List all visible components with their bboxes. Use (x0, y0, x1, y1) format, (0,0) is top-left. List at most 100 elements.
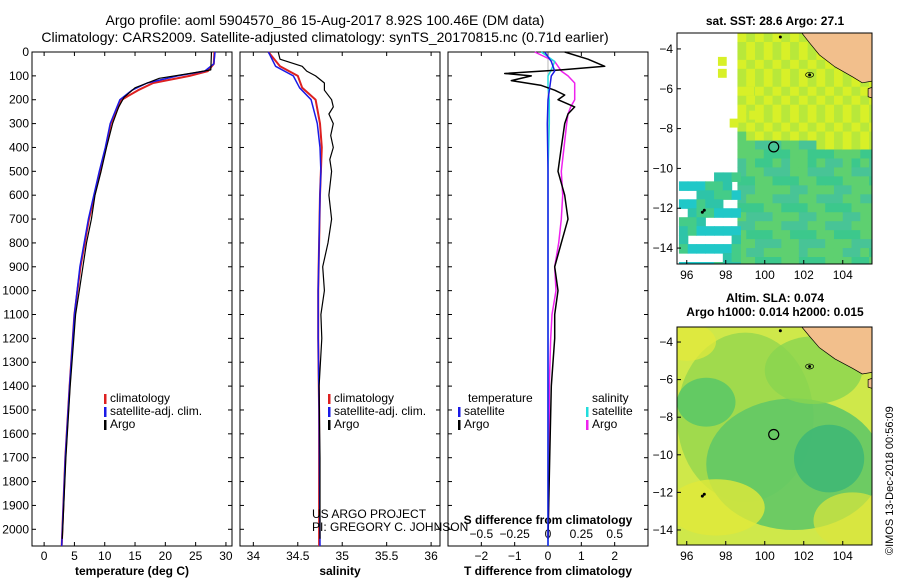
sst-cell (807, 239, 818, 249)
sst-cell (737, 113, 747, 124)
sst-cell (763, 104, 774, 115)
sst-cell (825, 104, 835, 115)
sst-cell (869, 122, 872, 133)
sst-cell (807, 248, 818, 258)
series-argo (61, 52, 212, 539)
sst-cell (851, 95, 861, 106)
sst-cell (825, 68, 835, 79)
sst-cell (816, 230, 826, 240)
x2-tick-label: −0.5 (469, 527, 493, 541)
sst-cell (731, 190, 741, 200)
sst-cell (842, 122, 853, 133)
sst-cell (860, 167, 870, 177)
y-tick-label: 500 (9, 164, 29, 178)
sst-cell (755, 33, 765, 43)
sst-cell (781, 230, 791, 240)
legend-swatch (104, 420, 107, 430)
sst-cell (807, 86, 818, 97)
sst-cell (869, 149, 872, 160)
x-tick-label: −2 (474, 549, 488, 563)
sst-cell (860, 212, 870, 222)
sst-cell (851, 230, 861, 240)
sst-cell (816, 77, 826, 88)
sst-cell (816, 104, 826, 115)
sst-cell (851, 113, 861, 124)
sst-cell (696, 244, 706, 254)
sst-cell (807, 140, 818, 151)
sst-cell (798, 77, 809, 88)
sst-cell (763, 158, 774, 169)
sst-cell (737, 50, 747, 61)
sst-cell (833, 203, 844, 213)
sst-cell (781, 140, 791, 151)
sst-cell (755, 212, 765, 222)
sst-cell (816, 131, 826, 142)
sst-cell (851, 86, 861, 97)
sst-cell (737, 248, 747, 258)
y-tick-label: 1500 (2, 403, 29, 417)
sst-cell (755, 149, 765, 160)
y-tick-label: −8 (659, 122, 673, 136)
legend-label: climatology (110, 391, 170, 405)
sst-cell (790, 176, 800, 186)
sst-cell (842, 230, 853, 240)
sst-cell (746, 167, 756, 177)
sst-cell (825, 185, 835, 195)
legend-label: Argo (334, 417, 360, 431)
legend-swatch (104, 407, 107, 417)
sst-cell (798, 212, 809, 222)
x-tick-label: 34.5 (286, 549, 310, 563)
sst-cell (763, 33, 774, 43)
sst-cell (833, 239, 844, 249)
legend-label: satellite (592, 404, 633, 418)
y-tick-label: −8 (659, 410, 673, 424)
sst-cell (851, 140, 861, 151)
x-tick-label: 1 (578, 549, 585, 563)
legend-swatch (328, 407, 331, 417)
sst-cell (749, 110, 758, 120)
sst-cell (781, 122, 791, 133)
sst-cell (833, 104, 844, 115)
sst-cell (746, 194, 756, 204)
sst-cell (790, 167, 800, 177)
x-tick-label: 20 (159, 549, 173, 563)
land-sumatra (801, 33, 872, 84)
sst-cell (746, 257, 756, 264)
sst-cell (816, 221, 826, 231)
sst-cell (842, 77, 853, 88)
sst-cell (825, 239, 835, 249)
sst-cell (798, 140, 809, 151)
sst-cell (781, 203, 791, 213)
sst-cell (737, 140, 747, 151)
sst-cell (869, 176, 872, 186)
sst-cell (737, 212, 747, 222)
sst-cell (798, 86, 809, 97)
panel-2-frame (239, 51, 441, 547)
sst-cell (851, 203, 861, 213)
sst-cell (860, 149, 870, 160)
sst-cell (781, 59, 791, 70)
sst-cell (869, 194, 872, 204)
sst-cell (869, 158, 872, 169)
sst-cell (869, 95, 872, 106)
sst-cell (798, 158, 809, 169)
series-climatology (60, 51, 216, 547)
sst-cell (833, 221, 844, 231)
sst-cell (790, 41, 800, 52)
sst-cell (860, 131, 870, 142)
x-axis-label: T difference from climatology (464, 564, 632, 578)
sst-cell (737, 95, 747, 106)
sst-cell (798, 68, 809, 79)
sst-cell (842, 149, 853, 160)
sst-cell (755, 41, 765, 52)
x-tick-label: 102 (794, 268, 814, 282)
sst-cell (790, 239, 800, 249)
sst-cell (746, 248, 756, 258)
sst-cell (714, 172, 724, 182)
sst-cell (807, 95, 818, 106)
sst-cell (763, 248, 774, 258)
sst-cell (825, 230, 835, 240)
legend-label: Argo (464, 417, 490, 431)
sst-cell (825, 95, 835, 106)
sst-cell (798, 167, 809, 177)
